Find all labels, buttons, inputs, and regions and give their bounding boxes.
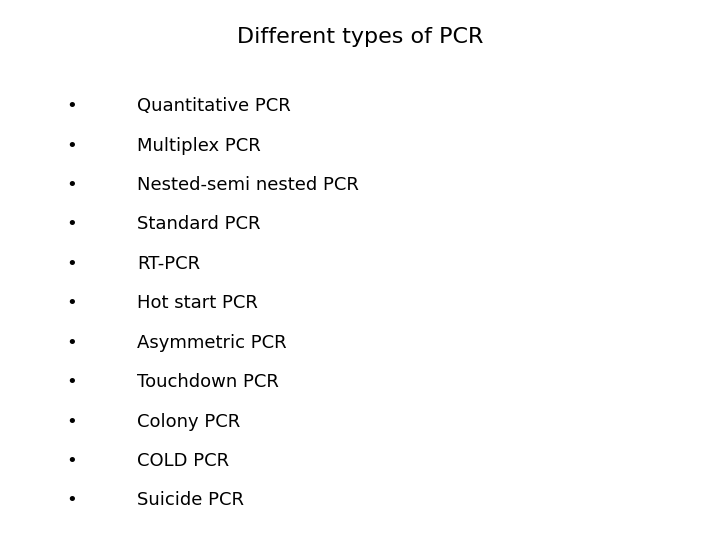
Text: Multiplex PCR: Multiplex PCR [137, 137, 261, 154]
Text: •: • [67, 215, 77, 233]
Text: Asymmetric PCR: Asymmetric PCR [137, 334, 287, 352]
Text: COLD PCR: COLD PCR [137, 452, 229, 470]
Text: •: • [67, 413, 77, 430]
Text: RT-PCR: RT-PCR [137, 255, 200, 273]
Text: •: • [67, 373, 77, 391]
Text: •: • [67, 255, 77, 273]
Text: Hot start PCR: Hot start PCR [137, 294, 258, 312]
Text: •: • [67, 137, 77, 154]
Text: Touchdown PCR: Touchdown PCR [137, 373, 279, 391]
Text: •: • [67, 334, 77, 352]
Text: •: • [67, 452, 77, 470]
Text: Colony PCR: Colony PCR [137, 413, 240, 430]
Text: Standard PCR: Standard PCR [137, 215, 261, 233]
Text: Different types of PCR: Different types of PCR [237, 27, 483, 47]
Text: Nested-semi nested PCR: Nested-semi nested PCR [137, 176, 359, 194]
Text: Suicide PCR: Suicide PCR [137, 491, 244, 509]
Text: •: • [67, 176, 77, 194]
Text: •: • [67, 491, 77, 509]
Text: •: • [67, 97, 77, 115]
Text: Quantitative PCR: Quantitative PCR [137, 97, 291, 115]
Text: •: • [67, 294, 77, 312]
